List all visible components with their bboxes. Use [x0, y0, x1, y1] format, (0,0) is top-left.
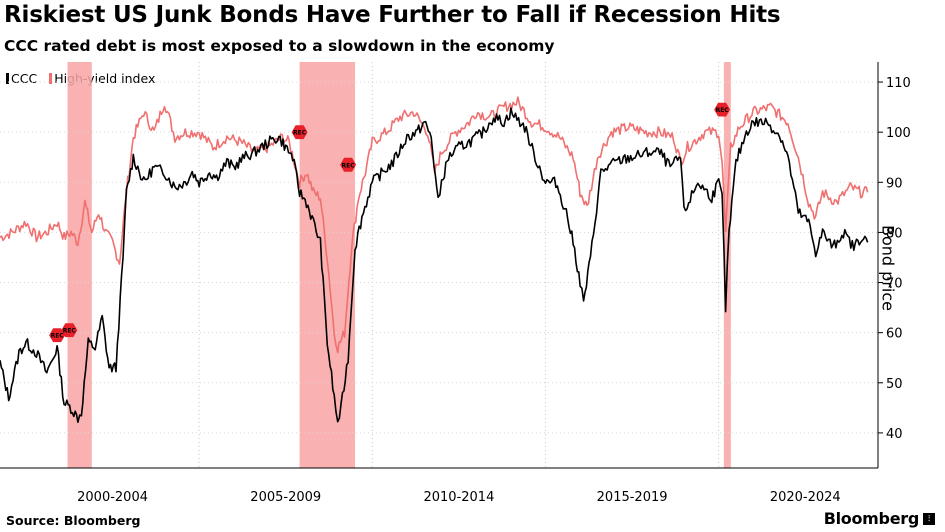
y-tick-label-110: 110 — [886, 76, 911, 91]
rec-marker-label-5: REC — [716, 107, 730, 114]
x-tick-label-3: 2010-2014 — [423, 490, 494, 505]
y-tick-label-50: 50 — [886, 377, 903, 392]
rec-marker-label-3: REC — [293, 130, 307, 137]
legend-swatch-ccc — [6, 73, 9, 84]
x-tick-label-4: 2015-2019 — [597, 490, 668, 505]
legend-swatch-high-yield — [49, 73, 53, 84]
rec-marker-3 — [291, 125, 308, 140]
y-tick-label-90: 90 — [886, 176, 903, 191]
y-tick-label-70: 70 — [886, 277, 903, 292]
recession-band-1 — [67, 62, 92, 468]
x-tick-label-5: 2020-2024 — [770, 490, 841, 505]
brand-text: Bloomberg — [823, 509, 920, 528]
bloomberg-logo: Bloomberg ⫶ — [824, 509, 935, 528]
chart-badge-icon: ⫶ — [923, 512, 935, 525]
series-line-high-yield — [0, 96, 869, 354]
chart-subtitle: CCC rated debt is most exposed to a slow… — [4, 37, 555, 55]
y-axis-label: Bond price — [878, 225, 898, 311]
rec-marker-4 — [340, 157, 357, 172]
legend-label-ccc: CCC — [11, 71, 38, 86]
rec-marker-label-4: REC — [342, 162, 356, 169]
x-tick-label-2: 2005-2009 — [250, 490, 321, 505]
rec-marker-label-2: REC — [63, 328, 77, 335]
legend-item-ccc: CCC — [6, 71, 37, 86]
series-line-ccc — [0, 107, 869, 423]
source-note: Source: Bloomberg — [6, 513, 141, 528]
rec-marker-label-1: REC — [51, 333, 65, 340]
rec-marker-2 — [61, 323, 78, 338]
y-tick-label-40: 40 — [886, 427, 903, 442]
rec-marker-5 — [714, 102, 731, 117]
x-tick-label-1: 2000-2004 — [77, 490, 148, 505]
chart-title: Riskiest US Junk Bonds Have Further to F… — [4, 2, 781, 28]
y-tick-label-60: 60 — [886, 327, 903, 342]
y-tick-label-100: 100 — [886, 126, 911, 141]
y-tick-label-80: 80 — [886, 226, 903, 241]
rec-marker-1 — [49, 328, 66, 343]
